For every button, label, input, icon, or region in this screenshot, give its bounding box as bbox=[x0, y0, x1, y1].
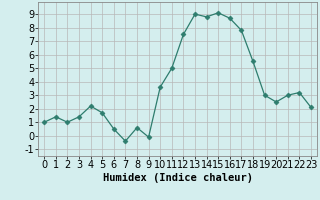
X-axis label: Humidex (Indice chaleur): Humidex (Indice chaleur) bbox=[103, 173, 252, 183]
